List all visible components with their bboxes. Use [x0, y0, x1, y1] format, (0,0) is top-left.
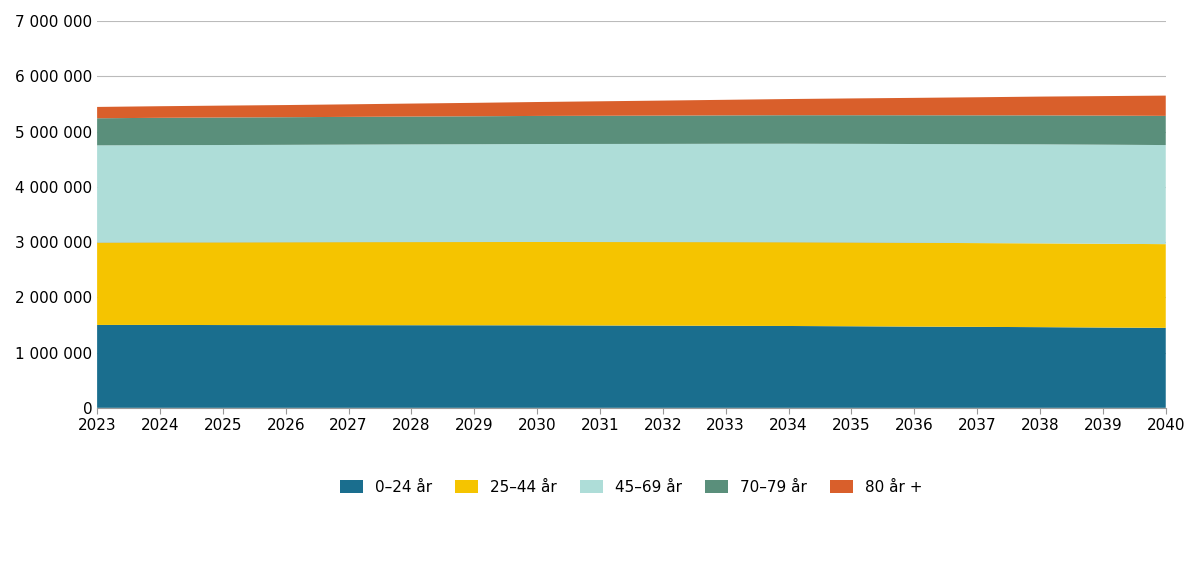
Legend: 0–24 år, 25–44 år, 45–69 år, 70–79 år, 80 år +: 0–24 år, 25–44 år, 45–69 år, 70–79 år, 8…	[334, 473, 929, 501]
